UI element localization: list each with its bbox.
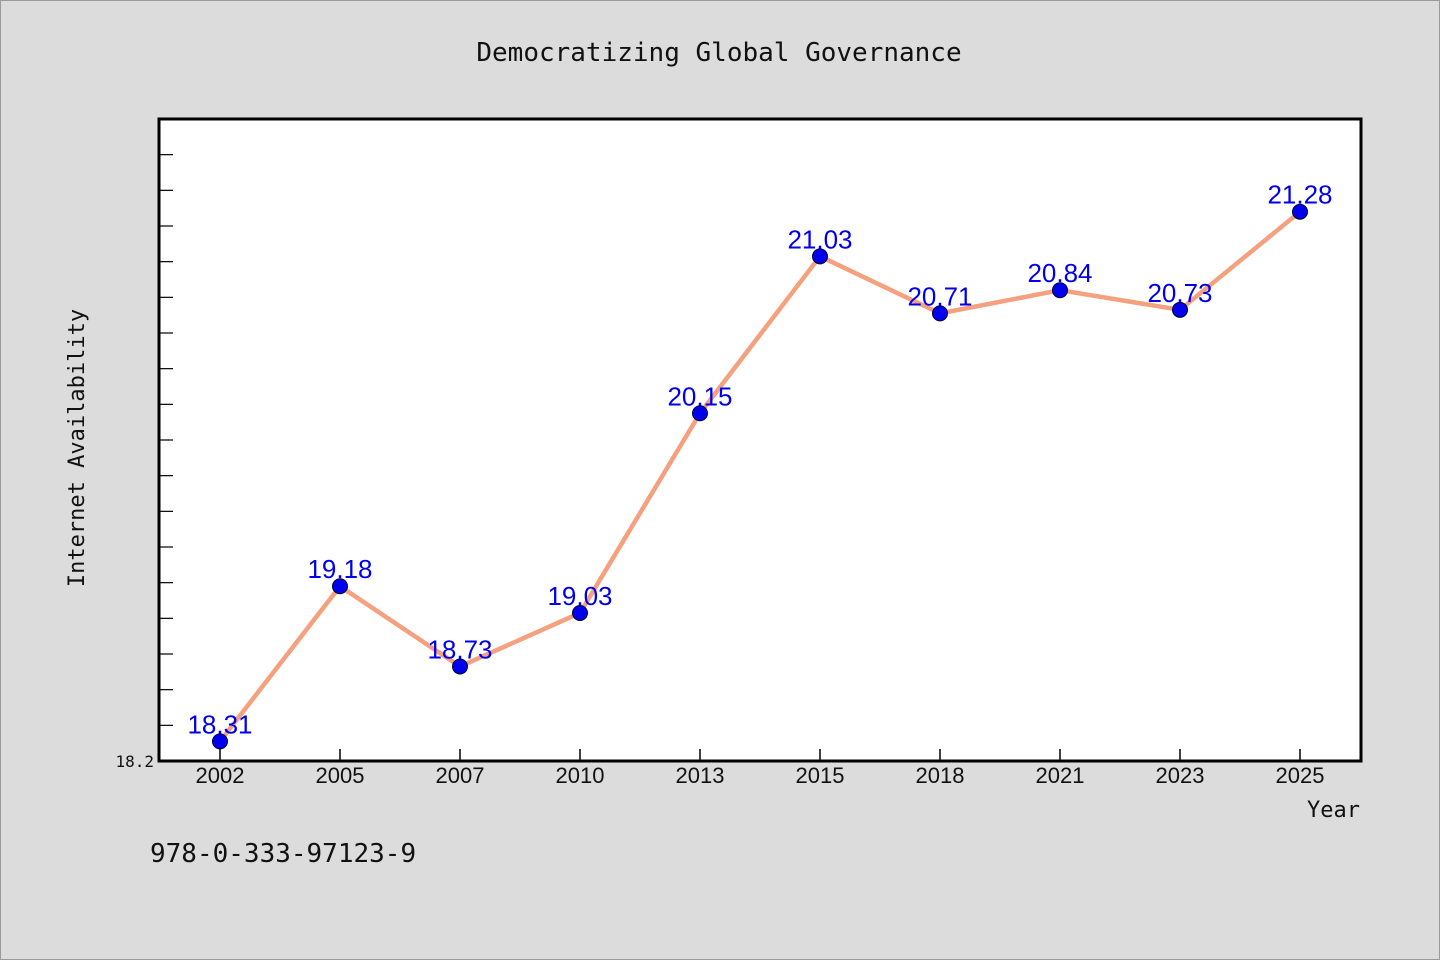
data-point: [812, 248, 828, 265]
data-point: [932, 305, 948, 322]
data-point: [692, 405, 708, 422]
x-tick-label: 2025: [1276, 763, 1325, 788]
x-axis-label: Year: [1307, 798, 1360, 823]
x-tick-label: 2015: [796, 763, 845, 788]
data-point: [1172, 301, 1188, 318]
data-point: [572, 604, 588, 621]
data-label: 20.73: [1147, 278, 1212, 308]
data-label: 18.31: [187, 709, 252, 739]
data-label: 19.18: [307, 554, 372, 584]
x-tick-label: 2013: [676, 763, 725, 788]
y-axis-ticks: 18.2: [115, 154, 173, 771]
data-label: 21.03: [787, 224, 852, 254]
data-label: 20.15: [667, 381, 732, 411]
data-point: [1292, 203, 1308, 220]
y-tick-label: 18.2: [115, 752, 154, 771]
data-point: [452, 658, 468, 675]
x-tick-label: 2007: [436, 763, 485, 788]
y-axis-label: Internet Availability: [65, 309, 90, 587]
data-point: [212, 733, 228, 750]
data-label: 19.03: [547, 581, 612, 611]
x-tick-label: 2010: [556, 763, 605, 788]
plot-area: [157, 117, 1363, 763]
x-tick-label: 2018: [916, 763, 965, 788]
x-tick-label: 2005: [316, 763, 365, 788]
x-tick-label: 2002: [196, 763, 245, 788]
data-label: 21.28: [1267, 180, 1332, 210]
series-line: [218, 209, 1302, 743]
x-tick-label: 2023: [1156, 763, 1205, 788]
data-label: 18.73: [427, 634, 492, 664]
series-group: 18.31 19.18 18.73 19.03 20.15 21.03 20.71 20.84…: [187, 180, 1333, 750]
data-point: [332, 578, 348, 595]
data-point: [1052, 282, 1068, 299]
x-tick-label: 2021: [1036, 763, 1085, 788]
data-label: 20.71: [907, 281, 972, 311]
chart-title: Democratizing Global Governance: [476, 38, 961, 68]
data-label: 20.84: [1027, 258, 1092, 288]
footer-isbn: 978-0-333-97123-9: [150, 839, 416, 869]
x-axis-ticks: 2002 2005 2007 2010 2013 2015 2018 2021 2023 2025: [196, 749, 1325, 788]
